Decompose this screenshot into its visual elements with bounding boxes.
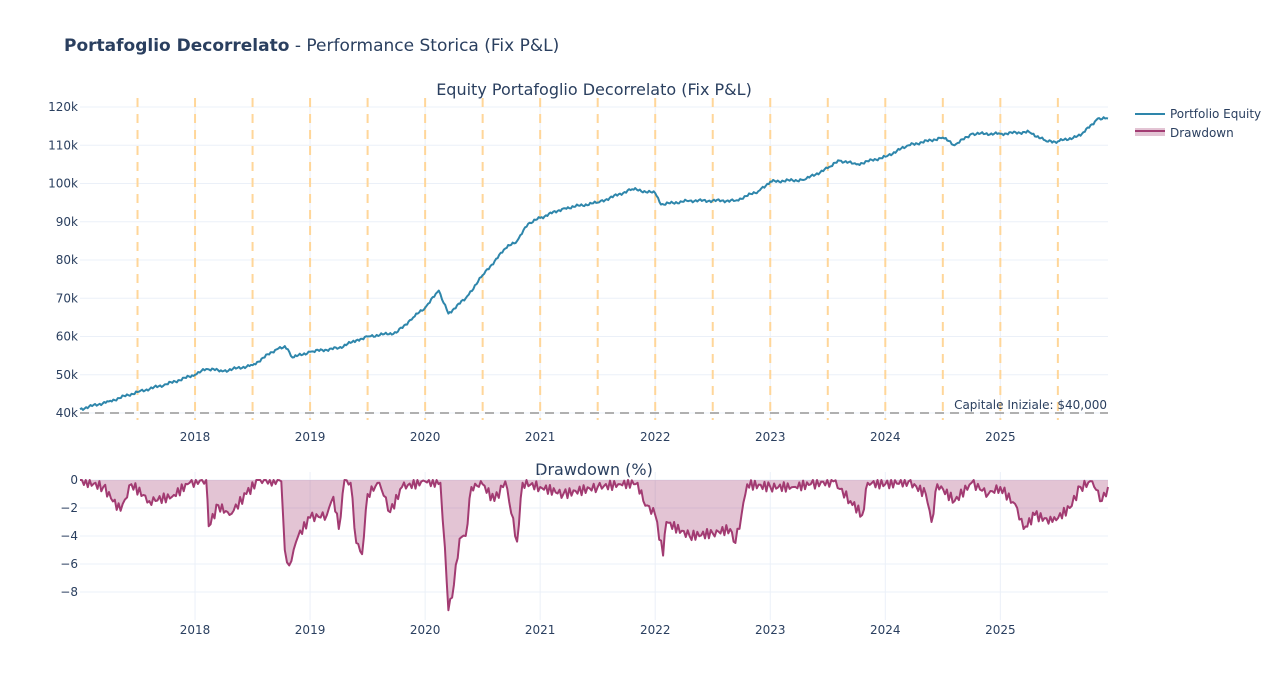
y-tick-label: 70k xyxy=(56,291,78,305)
x-tick-label: 2020 xyxy=(410,430,441,444)
legend-item-portfolio-equity[interactable]: Portfolio Equity xyxy=(1135,107,1261,121)
equity-line xyxy=(79,116,1109,411)
x-tick-label: 2021 xyxy=(525,623,556,637)
x-tick-label: 2024 xyxy=(870,623,901,637)
equity-subplot-title: Equity Portafoglio Decorrelato (Fix P&L) xyxy=(436,80,752,99)
drawdown-plot: 2018 2019 2020 2021 2022 2023 2024 2025 0 −2 −4 −6 −… xyxy=(60,472,1109,637)
y-tick-label: −2 xyxy=(60,501,78,515)
initial-capital-annotation: Capitale Iniziale: $40,000 xyxy=(954,398,1107,412)
x-tick-label: 2023 xyxy=(755,623,786,637)
figure-title: Portafoglio Decorrelato - Performance St… xyxy=(64,36,559,56)
x-tick-label: 2025 xyxy=(985,430,1016,444)
y-tick-label: 120k xyxy=(48,100,78,114)
title-rest: - Performance Storica (Fix P&L) xyxy=(289,36,559,56)
title-bold: Portafoglio Decorrelato xyxy=(64,36,289,56)
y-tick-label: 0 xyxy=(70,473,78,487)
y-tick-label: 100k xyxy=(48,177,78,191)
legend-equity-label: Portfolio Equity xyxy=(1170,107,1261,121)
x-tick-label: 2019 xyxy=(295,430,326,444)
legend-item-drawdown[interactable]: Drawdown xyxy=(1135,126,1234,140)
y-tick-label: −8 xyxy=(60,585,78,599)
y-tick-label: 90k xyxy=(56,215,78,229)
x-tick-label: 2022 xyxy=(640,430,671,444)
y-tick-label: 110k xyxy=(48,138,78,152)
x-tick-label: 2021 xyxy=(525,430,556,444)
y-tick-label: 60k xyxy=(56,330,78,344)
x-tick-label: 2025 xyxy=(985,623,1016,637)
legend-drawdown-label: Drawdown xyxy=(1170,126,1234,140)
y-tick-label: −6 xyxy=(60,557,78,571)
x-tick-label: 2024 xyxy=(870,430,901,444)
y-tick-label: 50k xyxy=(56,368,78,382)
x-tick-label: 2018 xyxy=(180,430,211,444)
x-tick-label: 2022 xyxy=(640,623,671,637)
x-tick-label: 2020 xyxy=(410,623,441,637)
equity-plot: 2018 2019 2020 2021 2022 2023 2024 2025 40k 50k 60… xyxy=(48,98,1109,444)
x-tick-label: 2019 xyxy=(295,623,326,637)
y-tick-label: −4 xyxy=(60,529,78,543)
x-tick-label: 2023 xyxy=(755,430,786,444)
drawdown-subplot-title: Drawdown (%) xyxy=(535,460,653,479)
x-tick-label: 2018 xyxy=(180,623,211,637)
drawdown-line xyxy=(80,479,1109,612)
y-tick-label: 80k xyxy=(56,253,78,267)
drawdown-area xyxy=(80,480,1108,611)
y-tick-label: 40k xyxy=(56,406,78,420)
legend: Portfolio Equity Drawdown xyxy=(1135,107,1261,140)
